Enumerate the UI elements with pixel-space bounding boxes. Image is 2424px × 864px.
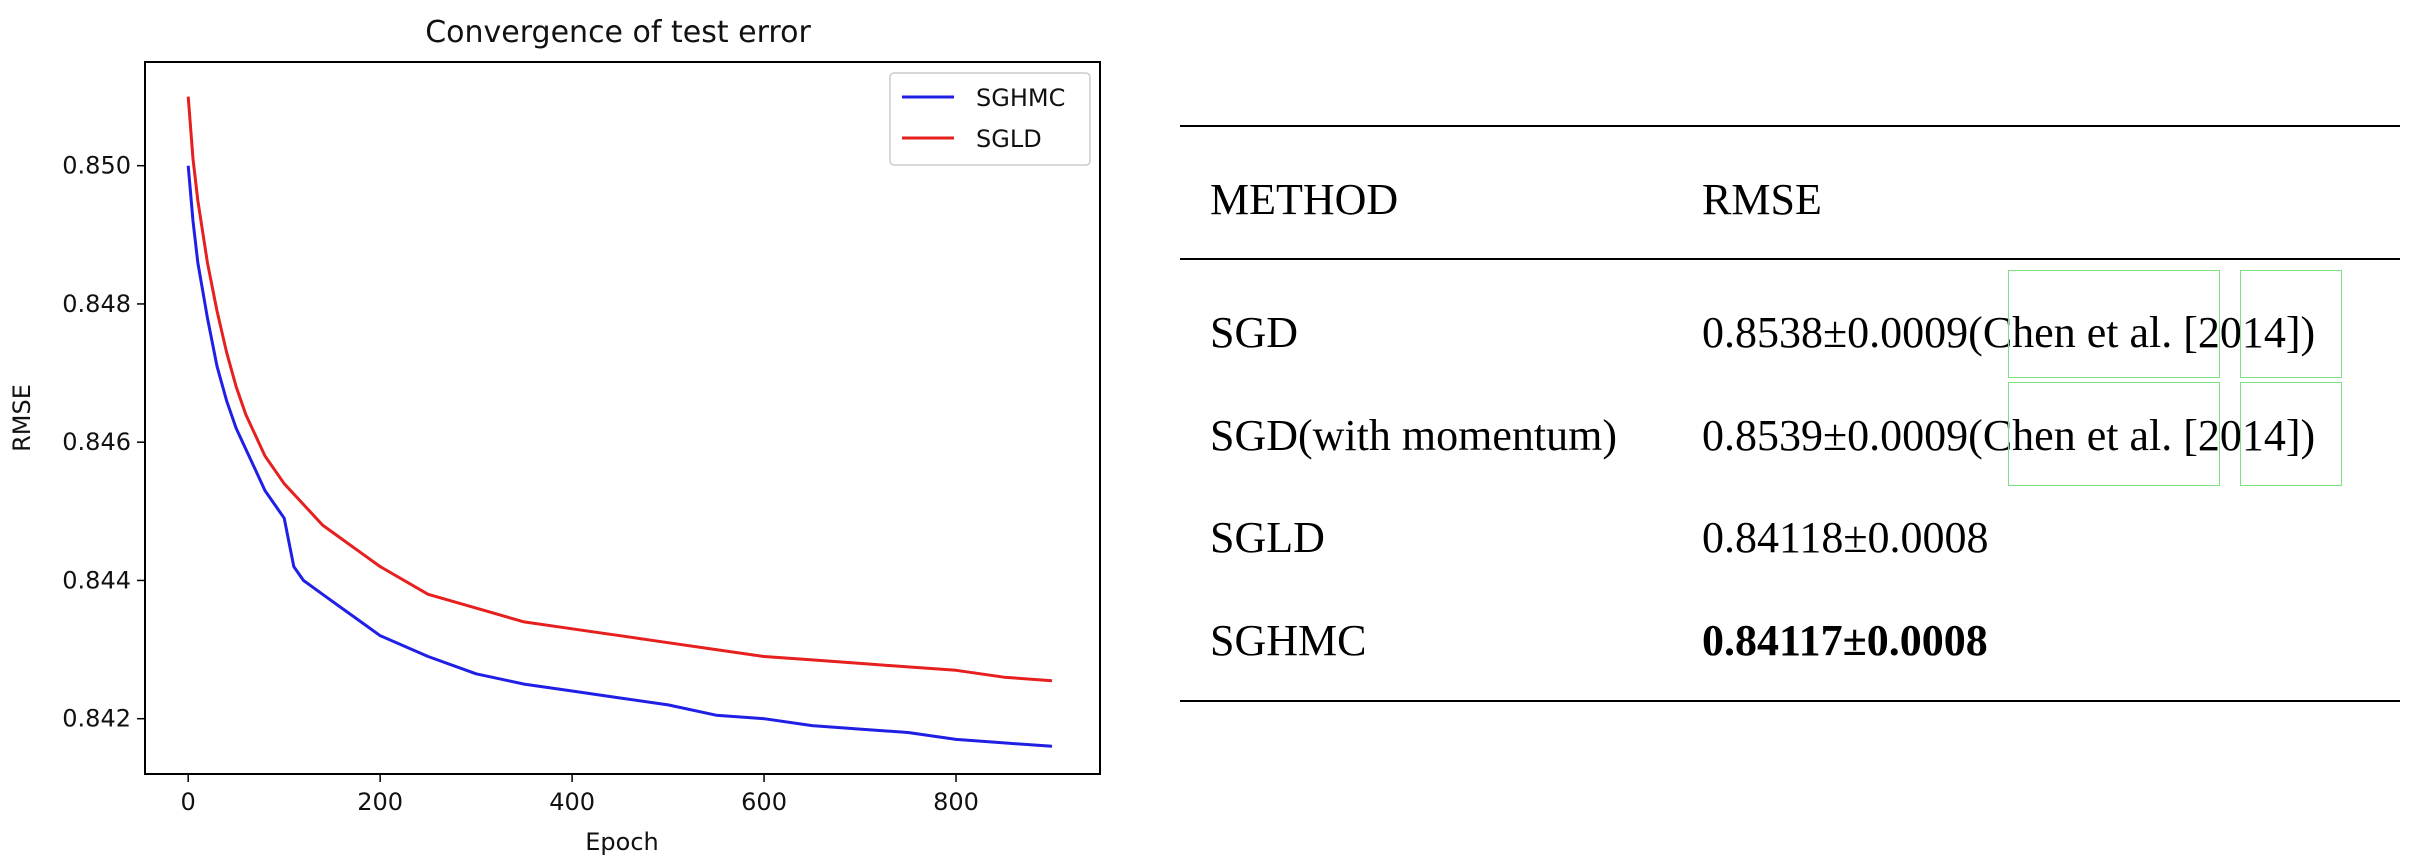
- convergence-chart: Convergence of test error 0 200 400 600 8000…: [8, 15, 1101, 856]
- x-tick-label: 600: [741, 788, 787, 816]
- citation-separator: [: [2172, 411, 2198, 460]
- bottom-rule: [1180, 700, 2400, 702]
- header-rmse: RMSE: [1702, 175, 1822, 224]
- y-tick-label: 0.842: [62, 705, 131, 733]
- header-rule: [1180, 258, 2400, 260]
- y-axis-label: RMSE: [8, 384, 36, 452]
- chart-legend: SGHMC SGLD: [889, 72, 1091, 166]
- x-tick-label: 800: [933, 788, 979, 816]
- row-method-sgld: SGLD: [1210, 513, 1325, 562]
- citation-author-link[interactable]: Chen et al.: [1982, 308, 2173, 357]
- row-method-sghmc: SGHMC: [1210, 616, 1367, 665]
- series-line-sghmc: [186, 165, 1053, 748]
- row-rmse-sgld: 0.84118±0.0008: [1702, 513, 1989, 562]
- row-rmse-sghmc: 0.84117±0.0008: [1702, 616, 1988, 665]
- results-table: METHOD RMSE SGD 0.8538±0.0009(Chen et al…: [1180, 120, 2400, 720]
- citation-end: ]): [2285, 308, 2316, 357]
- row-rmse-sgd-momentum: 0.8539±0.0009(Chen et al. [2014]): [1702, 411, 2315, 461]
- x-tick-label: 400: [549, 788, 595, 816]
- citation-author-link[interactable]: Chen et al.: [1982, 411, 2173, 460]
- rmse-value: 0.8539±0.0009(: [1702, 411, 1983, 460]
- header-method: METHOD: [1210, 175, 1399, 224]
- legend-label-sghmc: SGHMC: [976, 84, 1065, 112]
- y-tick-label: 0.844: [62, 566, 131, 594]
- top-rule: [1180, 125, 2400, 127]
- y-tick-label: 0.846: [62, 428, 131, 456]
- x-axis-label: Epoch: [585, 828, 659, 856]
- series-lines: [186, 96, 1053, 748]
- rmse-value: 0.8538±0.0009(: [1702, 308, 1983, 357]
- series-line-sgld: [186, 96, 1053, 683]
- y-tick-label: 0.848: [62, 290, 131, 318]
- chart-title: Convergence of test error: [425, 15, 811, 50]
- row-method-sgd: SGD: [1210, 308, 1299, 357]
- axis-ticks: 0 200 400 600 800 0.842 0.844 0.846 0.848 0.850: [62, 152, 979, 816]
- citation-highlight-box: [2240, 270, 2342, 378]
- x-tick-label: 0: [181, 788, 196, 816]
- citation-separator: [: [2172, 308, 2198, 357]
- x-tick-label: 200: [357, 788, 403, 816]
- citation-highlight-box: [2240, 382, 2342, 486]
- row-method-sgd-momentum: SGD(with momentum): [1210, 411, 1617, 460]
- citation-end: ]): [2285, 411, 2316, 460]
- plot-area-frame: [144, 61, 1101, 775]
- legend-label-sgld: SGLD: [976, 125, 1042, 153]
- y-tick-label: 0.850: [62, 152, 131, 180]
- citation-year-link[interactable]: 2014: [2197, 411, 2286, 460]
- citation-highlight-box: [2008, 270, 2220, 378]
- citation-year-link[interactable]: 2014: [2197, 308, 2286, 357]
- row-rmse-sgd: 0.8538±0.0009(Chen et al. [2014]): [1702, 308, 2315, 358]
- citation-highlight-box: [2008, 382, 2220, 486]
